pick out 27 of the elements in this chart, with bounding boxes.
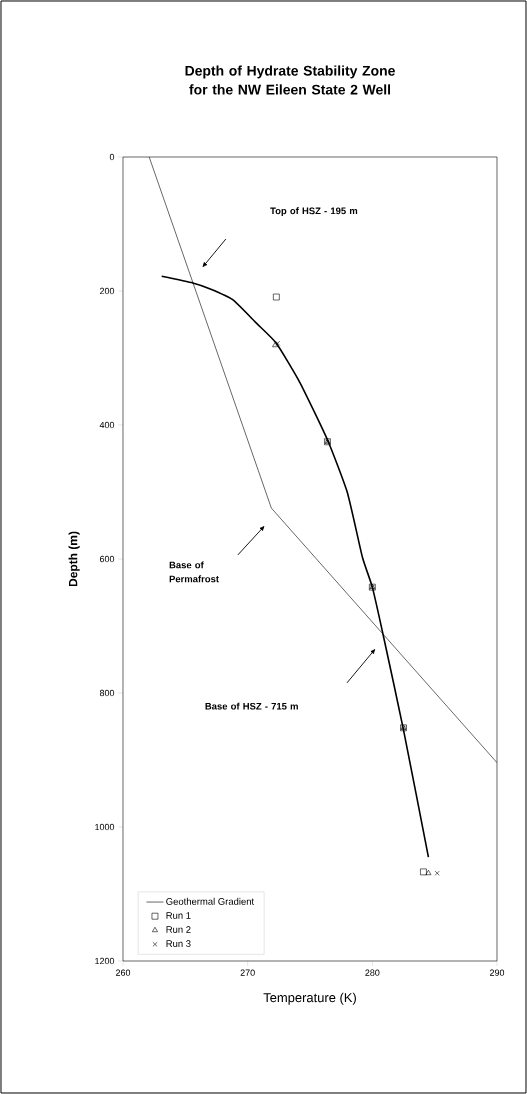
x-tick-label: 260	[115, 969, 131, 976]
annotation: Top of HSZ - 195 m	[270, 207, 358, 217]
legend-label: Geothermal Gradient	[166, 897, 255, 905]
y-tick-label: 600	[99, 555, 115, 563]
y-tick-label: 400	[99, 421, 115, 429]
point	[425, 869, 432, 876]
annotation: Base of Permafrost	[169, 561, 219, 583]
x-tick-label: 270	[240, 969, 255, 976]
y-axis-title: Depth (m)	[68, 531, 80, 587]
legend-label: Run 3	[166, 940, 191, 947]
x-tick-label: 280	[365, 969, 380, 976]
legend-label: Run 1	[166, 912, 191, 919]
point	[420, 868, 427, 876]
x-tick-label: 290	[489, 969, 505, 976]
y-tick-label: 1000	[95, 823, 115, 831]
y-tick-label: 200	[99, 287, 115, 295]
point	[273, 293, 280, 301]
point	[275, 340, 281, 346]
x-axis-title: Temperature (K)	[263, 992, 356, 1005]
point	[434, 870, 440, 876]
point	[272, 341, 278, 348]
y-tick-label: 800	[99, 689, 115, 697]
legend-label: Run 2	[166, 926, 191, 933]
y-tick-label: 1200	[95, 957, 115, 965]
chart-title: Depth of Hydrate Stability Zone for the NW Eileen State 2 Well	[185, 65, 395, 95]
y-tick-label: 0	[109, 153, 115, 161]
annotation: Base of HSZ - 715 m	[205, 702, 298, 710]
